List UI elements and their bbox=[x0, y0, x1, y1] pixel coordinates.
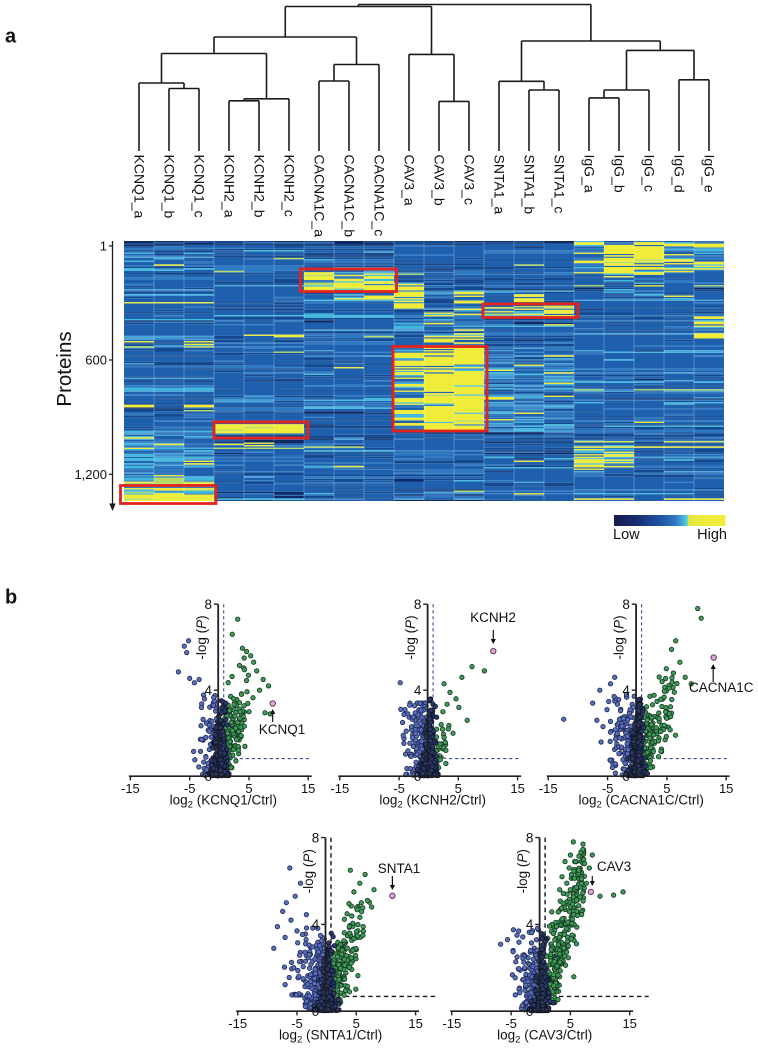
svg-text:4: 4 bbox=[414, 683, 422, 698]
svg-text:-5: -5 bbox=[393, 781, 405, 796]
svg-text:-5: -5 bbox=[291, 1016, 303, 1031]
svg-text:KCNQ1_c: KCNQ1_c bbox=[191, 155, 207, 218]
svg-text:KCNH2_a: KCNH2_a bbox=[221, 155, 237, 218]
svg-text:log2 (KCNH2/Ctrl): log2 (KCNH2/Ctrl) bbox=[379, 793, 486, 811]
svg-text:CAV3_a: CAV3_a bbox=[401, 155, 417, 206]
svg-text:15: 15 bbox=[408, 1016, 422, 1031]
svg-text:4: 4 bbox=[526, 917, 534, 932]
svg-text:15: 15 bbox=[510, 781, 524, 796]
svg-text:0: 0 bbox=[312, 1004, 320, 1019]
svg-text:IgG_c: IgG_c bbox=[641, 155, 657, 192]
svg-text:KCNQ1: KCNQ1 bbox=[259, 722, 306, 737]
svg-text:CAV3: CAV3 bbox=[597, 859, 631, 874]
svg-text:CACNA1C: CACNA1C bbox=[689, 680, 754, 695]
svg-text:1: 1 bbox=[100, 239, 107, 254]
svg-text:KCNH2_c: KCNH2_c bbox=[281, 155, 297, 217]
svg-text:0: 0 bbox=[414, 769, 422, 784]
svg-text:8: 8 bbox=[622, 597, 630, 612]
svg-text:15: 15 bbox=[301, 781, 315, 796]
svg-text:KCNQ1_b: KCNQ1_b bbox=[161, 155, 177, 219]
svg-text:5: 5 bbox=[567, 1016, 574, 1031]
svg-text:-15: -15 bbox=[442, 1016, 461, 1031]
svg-text:IgG_d: IgG_d bbox=[671, 155, 687, 193]
svg-text:IgG_a: IgG_a bbox=[581, 155, 597, 193]
svg-text:8: 8 bbox=[414, 597, 422, 612]
svg-text:SNTA1_a: SNTA1_a bbox=[491, 155, 507, 215]
svg-text:b: b bbox=[5, 587, 17, 609]
svg-text:Low: Low bbox=[613, 527, 640, 543]
svg-text:0: 0 bbox=[622, 769, 630, 784]
svg-text:KCNQ1_a: KCNQ1_a bbox=[131, 155, 147, 219]
svg-text:-log (P): -log (P) bbox=[515, 849, 530, 893]
svg-text:8: 8 bbox=[204, 597, 212, 612]
svg-text:SNTA1_b: SNTA1_b bbox=[521, 155, 537, 215]
svg-text:-5: -5 bbox=[602, 781, 614, 796]
svg-text:4: 4 bbox=[622, 683, 630, 698]
svg-text:5: 5 bbox=[455, 781, 462, 796]
svg-text:CACNA1C_b: CACNA1C_b bbox=[341, 155, 357, 238]
svg-text:CACNA1C_c: CACNA1C_c bbox=[371, 155, 387, 237]
svg-text:8: 8 bbox=[526, 830, 534, 845]
svg-text:-15: -15 bbox=[121, 781, 140, 796]
svg-text:CAV3_c: CAV3_c bbox=[461, 155, 477, 205]
svg-text:-log (P): -log (P) bbox=[301, 849, 316, 893]
svg-text:4: 4 bbox=[204, 683, 212, 698]
svg-text:-log (P): -log (P) bbox=[194, 615, 209, 659]
svg-text:-5: -5 bbox=[505, 1016, 517, 1031]
svg-text:-log (P): -log (P) bbox=[403, 615, 418, 659]
svg-text:CACNA1C_a: CACNA1C_a bbox=[311, 155, 327, 238]
svg-text:5: 5 bbox=[245, 781, 252, 796]
svg-text:log2 (CAV3/Ctrl): log2 (CAV3/Ctrl) bbox=[497, 1028, 592, 1046]
svg-text:log2 (CACNA1C/Ctrl): log2 (CACNA1C/Ctrl) bbox=[579, 793, 704, 811]
svg-text:15: 15 bbox=[719, 781, 733, 796]
svg-text:1,200: 1,200 bbox=[74, 467, 107, 482]
svg-text:Proteins: Proteins bbox=[53, 331, 76, 406]
svg-text:0: 0 bbox=[204, 769, 212, 784]
svg-text:-15: -15 bbox=[330, 781, 349, 796]
svg-text:5: 5 bbox=[353, 1016, 360, 1031]
svg-text:log2 (SNTA1/Ctrl): log2 (SNTA1/Ctrl) bbox=[279, 1028, 382, 1046]
svg-text:log2 (KCNQ1/Ctrl): log2 (KCNQ1/Ctrl) bbox=[170, 793, 277, 811]
svg-text:IgG_e: IgG_e bbox=[701, 155, 717, 193]
svg-text:IgG_b: IgG_b bbox=[611, 155, 627, 193]
svg-text:High: High bbox=[697, 527, 727, 543]
svg-text:5: 5 bbox=[663, 781, 670, 796]
svg-text:15: 15 bbox=[622, 1016, 636, 1031]
svg-text:CAV3_b: CAV3_b bbox=[431, 155, 447, 206]
svg-text:SNTA1: SNTA1 bbox=[378, 861, 421, 876]
svg-text:600: 600 bbox=[85, 353, 107, 368]
svg-text:-log (P): -log (P) bbox=[612, 615, 627, 659]
svg-text:-15: -15 bbox=[228, 1016, 247, 1031]
svg-text:8: 8 bbox=[312, 830, 320, 845]
svg-text:-15: -15 bbox=[539, 781, 558, 796]
svg-text:4: 4 bbox=[312, 917, 320, 932]
svg-text:KCNH2: KCNH2 bbox=[470, 610, 516, 625]
svg-text:-5: -5 bbox=[184, 781, 196, 796]
svg-text:0: 0 bbox=[526, 1004, 534, 1019]
svg-text:SNTA1_c: SNTA1_c bbox=[551, 155, 567, 214]
svg-text:a: a bbox=[5, 26, 17, 48]
svg-text:KCNH2_b: KCNH2_b bbox=[251, 155, 267, 218]
